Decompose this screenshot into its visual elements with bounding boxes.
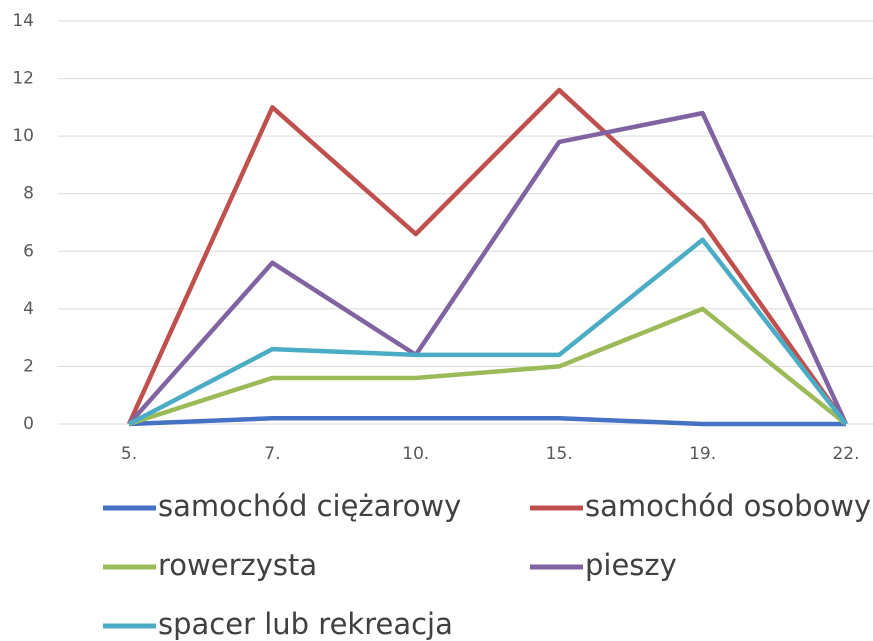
- legend-label: samochód ciężarowy: [158, 489, 461, 523]
- legend-label: rowerzysta: [158, 548, 317, 582]
- y-tick-label: 14: [12, 11, 34, 31]
- legend-label: spacer lub rekreacja: [158, 607, 453, 641]
- y-tick-label: 2: [23, 356, 34, 376]
- series-line: [128, 306, 848, 427]
- x-tick-label: 10.: [402, 444, 429, 464]
- legend-label: samochód osobowy: [585, 489, 871, 523]
- x-tick-label: 5.: [121, 444, 137, 464]
- x-tick-label: 19.: [689, 444, 716, 464]
- series-line: [127, 237, 848, 426]
- series-line: [128, 415, 846, 427]
- y-tick-label: 10: [12, 126, 34, 146]
- series-line: [127, 110, 849, 426]
- y-tick-label: 0: [23, 414, 34, 434]
- x-tick-label: 22.: [832, 444, 859, 464]
- y-tick-label: 12: [12, 69, 34, 89]
- x-tick-label: 15.: [546, 444, 573, 464]
- series-line: [126, 87, 848, 426]
- y-tick-label: 4: [23, 299, 34, 319]
- y-tick-label: 6: [23, 241, 34, 261]
- x-tick-label: 7.: [264, 444, 280, 464]
- y-tick-label: 8: [23, 184, 34, 204]
- legend-label: pieszy: [585, 548, 677, 582]
